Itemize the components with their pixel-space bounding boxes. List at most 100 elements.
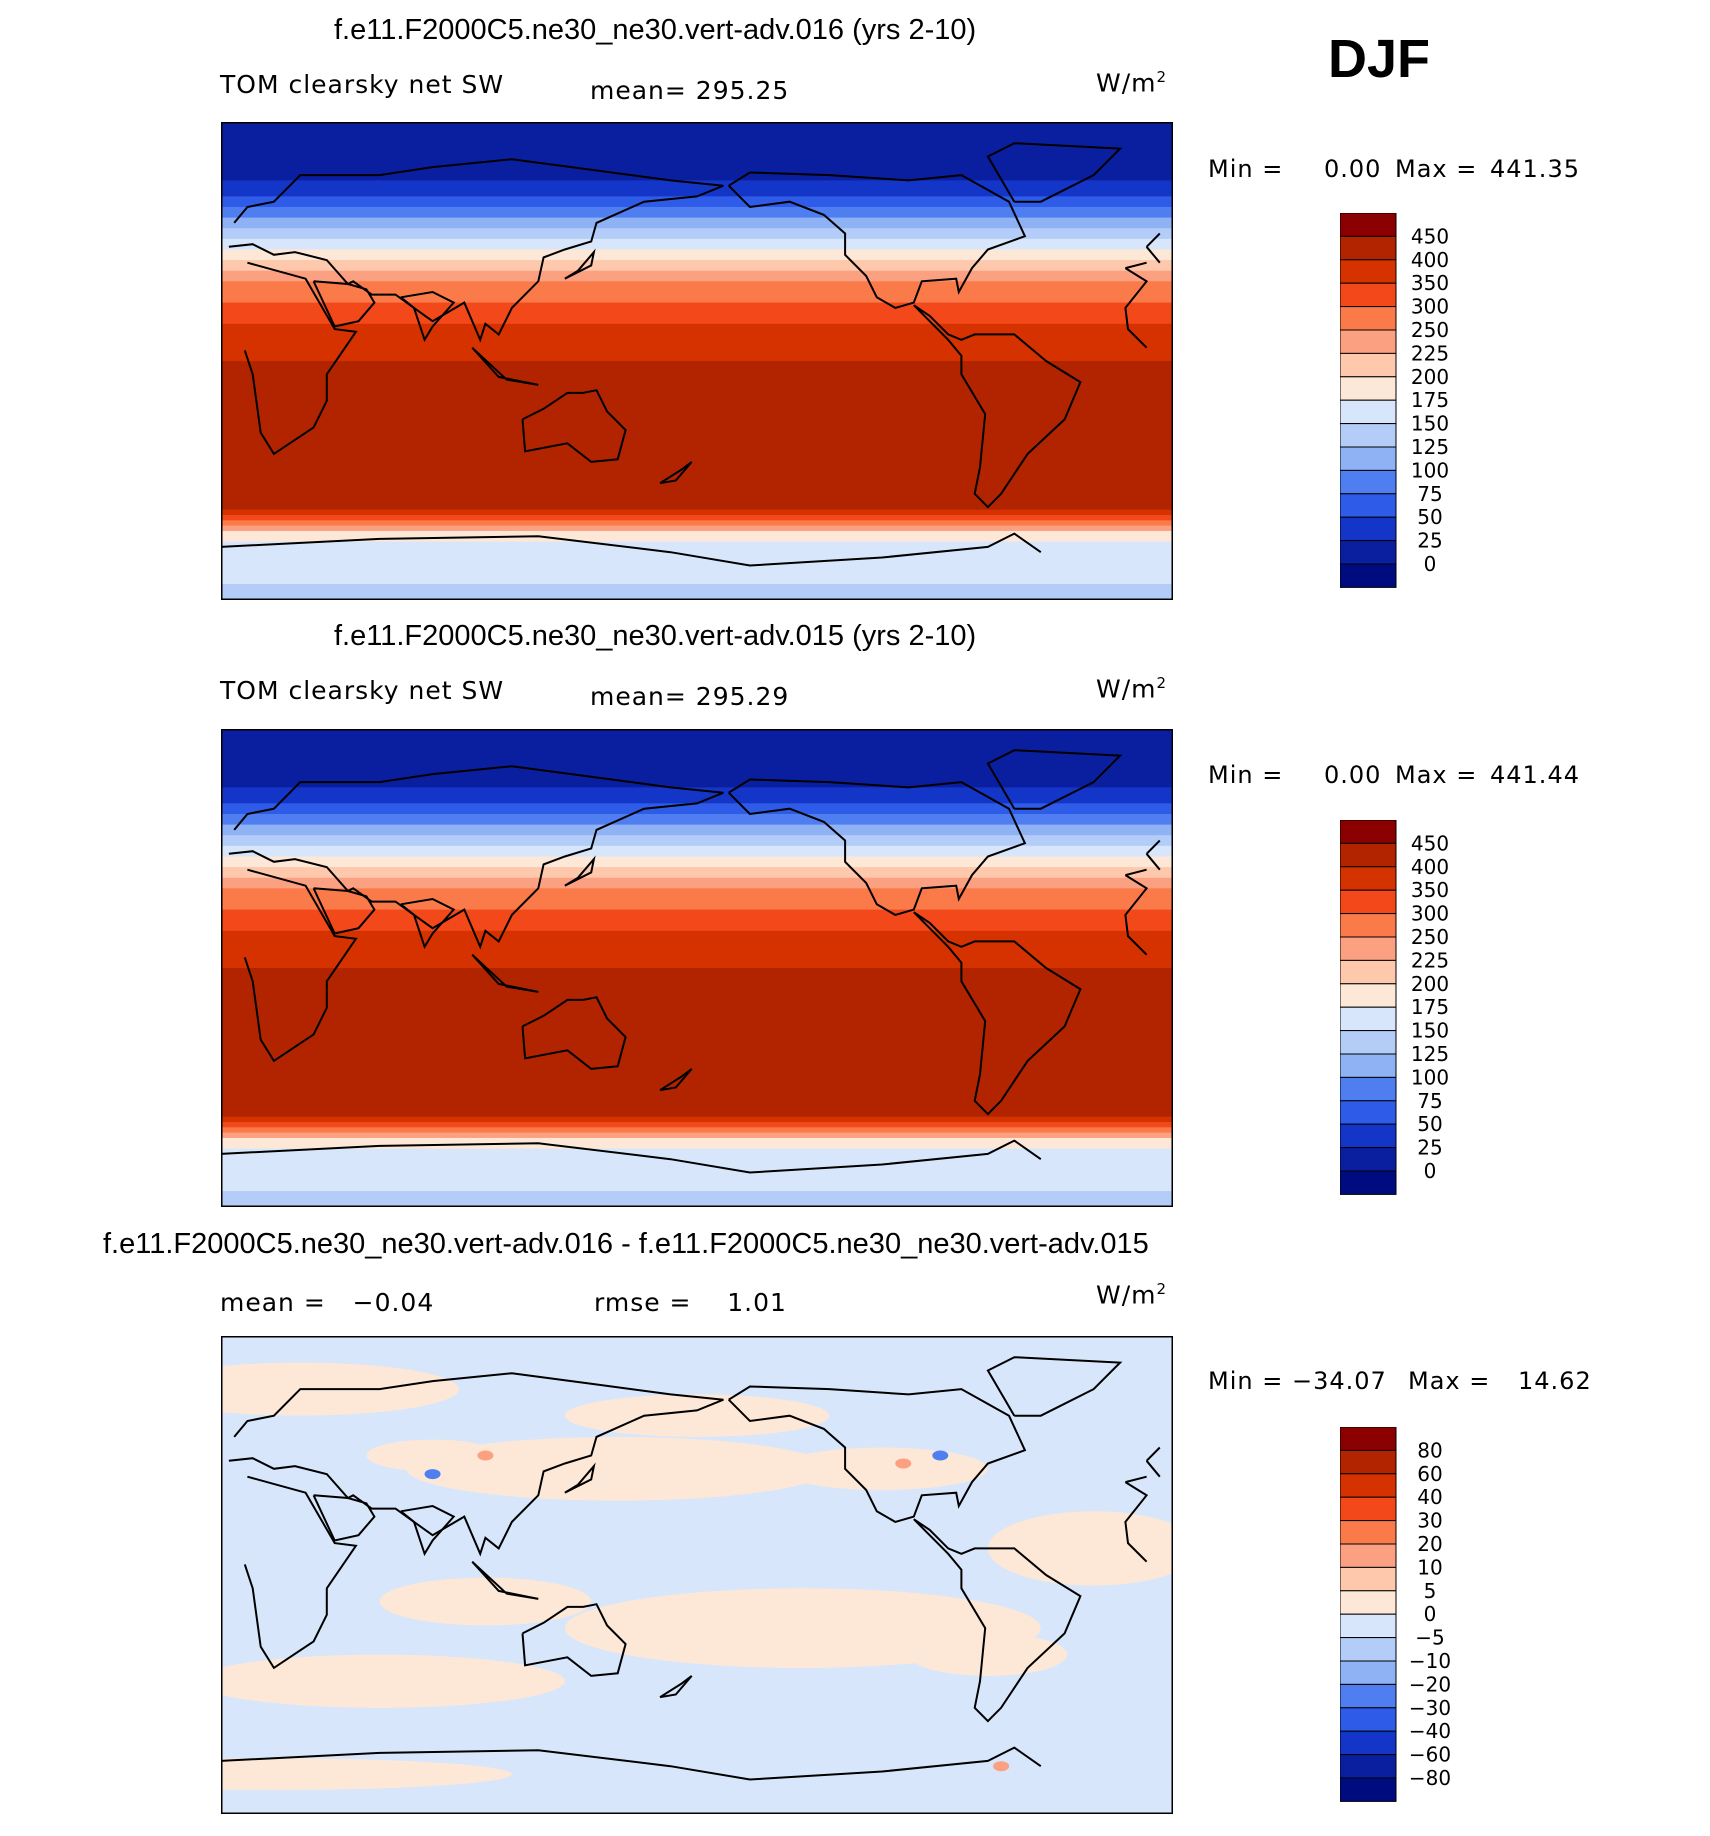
coastline xyxy=(986,142,1123,203)
panel-1-min-value: 0.00 xyxy=(1324,155,1382,183)
lat-band xyxy=(221,893,1173,900)
lat-band xyxy=(221,260,1173,266)
lat-band xyxy=(221,222,1173,229)
map-frame xyxy=(221,1336,1173,1814)
colorbar-box xyxy=(1340,1006,1397,1032)
colorbar-box xyxy=(1340,469,1397,495)
colorbar-box xyxy=(1340,282,1397,308)
colorbar-box xyxy=(1340,1566,1397,1592)
lat-band xyxy=(221,281,1173,288)
panel-2-units: W/m2 xyxy=(1096,674,1168,704)
lat-band xyxy=(221,594,1173,600)
colorbar-box xyxy=(1340,842,1397,868)
panel-1-title: f.e11.F2000C5.ne30_ne30.vert-adv.016 (yr… xyxy=(334,14,977,46)
colorbar-tick-label: 0 xyxy=(1424,552,1437,576)
colorbar-tick-label: 250 xyxy=(1411,925,1449,949)
lat-band xyxy=(221,766,1173,773)
coastline xyxy=(471,1560,539,1600)
lat-band xyxy=(221,978,1173,985)
lat-band xyxy=(221,925,1173,932)
lat-band xyxy=(221,845,1173,852)
panel-3-rmse: rmse = 1.01 xyxy=(594,1288,787,1317)
lat-band xyxy=(221,909,1173,916)
lat-band xyxy=(221,403,1173,410)
panel-2-min-value: 0.00 xyxy=(1324,761,1382,789)
colorbar-tick-label: −10 xyxy=(1409,1649,1451,1673)
lat-band xyxy=(221,297,1173,304)
lat-band xyxy=(221,952,1173,958)
coastline xyxy=(986,1356,1123,1417)
coastlines xyxy=(221,142,1161,567)
lat-band xyxy=(221,382,1173,389)
lat-band xyxy=(221,286,1173,293)
lat-band xyxy=(221,530,1173,537)
lat-band xyxy=(221,137,1173,144)
lat-band xyxy=(221,419,1173,426)
coastline xyxy=(913,911,1082,1116)
colorbar-box xyxy=(1340,1520,1397,1545)
coastline xyxy=(1145,1460,1161,1478)
lat-band xyxy=(221,408,1173,415)
lat-band xyxy=(221,1015,1173,1022)
colorbar-tick-label: 75 xyxy=(1417,1089,1442,1113)
lat-band xyxy=(221,872,1173,879)
colorbar-tick-label: 300 xyxy=(1411,902,1449,926)
lat-band xyxy=(221,729,1173,735)
coastline xyxy=(221,532,1042,567)
lat-band xyxy=(221,249,1173,256)
lat-band xyxy=(221,371,1173,378)
lat-band xyxy=(221,132,1173,139)
lat-band xyxy=(221,946,1173,953)
colorbar-tick-label: 25 xyxy=(1417,1136,1442,1160)
coastline xyxy=(1124,267,1149,349)
lat-band xyxy=(221,1042,1173,1049)
colorbar-box xyxy=(1340,540,1397,565)
lat-band xyxy=(221,973,1173,980)
colorbar-tick-label: 200 xyxy=(1411,972,1449,996)
colorbar-box xyxy=(1340,1730,1397,1756)
colorbar-tick-label: 5 xyxy=(1424,1579,1437,1603)
lat-band xyxy=(221,994,1173,1001)
lat-band xyxy=(221,835,1173,842)
panel-3-min-label: Min = −34.07 xyxy=(1208,1367,1387,1395)
lat-band xyxy=(221,345,1173,351)
coastline xyxy=(228,1372,724,1557)
coastline xyxy=(659,1675,693,1699)
panel-1-max-value: 441.35 xyxy=(1490,155,1580,183)
lat-band xyxy=(221,1084,1173,1091)
colorbar-box xyxy=(1340,213,1397,237)
coastline xyxy=(1145,839,1161,855)
colorbar-box xyxy=(1340,563,1397,588)
lat-band xyxy=(221,191,1173,197)
colorbar-tick-label: 50 xyxy=(1417,1112,1442,1136)
lat-band xyxy=(221,760,1173,767)
lat-band xyxy=(221,127,1173,134)
colorbar-tick-label: 80 xyxy=(1417,1438,1442,1462)
diff-region xyxy=(221,1758,512,1791)
coastline xyxy=(913,304,1082,509)
colorbar-tick-label: −20 xyxy=(1409,1672,1451,1696)
lat-band xyxy=(221,520,1173,527)
colorbar-tick-label: −80 xyxy=(1409,1766,1451,1790)
lat-band xyxy=(221,398,1173,405)
lat-band xyxy=(221,568,1173,575)
coastline xyxy=(727,1385,1027,1523)
lat-band xyxy=(221,1058,1173,1065)
colorbar-box xyxy=(1340,1496,1397,1522)
colorbar-box xyxy=(1340,423,1397,448)
colorbar-box xyxy=(1340,1637,1397,1662)
lat-band xyxy=(221,477,1173,484)
colorbar-box xyxy=(1340,913,1397,938)
coastline xyxy=(312,280,376,328)
panel-2-max-label: Max = xyxy=(1395,761,1478,789)
lat-band xyxy=(221,898,1173,905)
lat-band xyxy=(221,467,1173,474)
lat-band xyxy=(221,1063,1173,1070)
lat-band xyxy=(221,445,1173,452)
colorbar-tick-label: 25 xyxy=(1417,529,1442,553)
coastline xyxy=(243,261,358,456)
coastline xyxy=(1145,853,1161,871)
coastline xyxy=(564,1462,596,1494)
coastline xyxy=(1145,246,1161,264)
